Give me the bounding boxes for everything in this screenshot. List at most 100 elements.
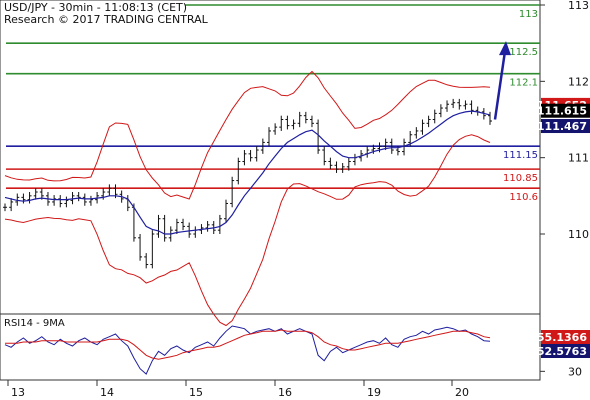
price-bar — [156, 214, 161, 238]
price-bar — [309, 115, 314, 128]
price-bar — [162, 214, 167, 242]
price-bar — [248, 150, 253, 162]
y-tick-label: 112 — [568, 75, 589, 88]
price-bar — [52, 195, 57, 206]
rsi-panel-title: RSI14 - 9MA — [4, 318, 65, 329]
x-tick-label: 15 — [189, 386, 203, 399]
price-bar — [9, 198, 14, 212]
price-bar — [217, 214, 222, 234]
price-bar — [291, 119, 296, 130]
price-tag-last: 111.615 — [537, 103, 590, 118]
rsi-ma-line — [5, 329, 491, 360]
price-bar — [70, 192, 75, 205]
moving-average-line — [4, 110, 491, 235]
price-bar — [316, 119, 321, 154]
price-bar — [297, 111, 302, 128]
projection-layer — [493, 41, 511, 120]
price-bar — [33, 188, 38, 200]
price-bar — [457, 98, 462, 110]
projection-line — [493, 50, 507, 120]
price-bar — [88, 195, 93, 206]
rsi-line — [4, 325, 491, 375]
x-tick-label: 16 — [278, 386, 292, 399]
price-bar — [334, 161, 339, 173]
price-bar — [15, 193, 20, 206]
price-bar — [438, 104, 443, 118]
price-bar — [432, 109, 437, 124]
level-label-113: 113 — [519, 9, 538, 20]
bollinger-lower — [4, 134, 491, 327]
price-bar — [64, 196, 69, 208]
level-label-112.1: 112.1 — [509, 78, 538, 89]
price-bar — [303, 111, 308, 124]
rsi-panel-frame — [0, 313, 541, 381]
price-bar — [279, 115, 284, 131]
price-bar — [340, 163, 345, 173]
x-tick-label: 14 — [100, 386, 114, 399]
level-label-112.5: 112.5 — [509, 47, 538, 58]
svg-text:52.5763: 52.5763 — [537, 345, 587, 358]
price-bar — [273, 123, 278, 135]
price-bar — [242, 150, 247, 166]
price-bar — [254, 146, 259, 162]
x-tick-label: 13 — [11, 386, 25, 399]
price-bar — [328, 157, 333, 170]
svg-text:55.1366: 55.1366 — [537, 331, 587, 344]
svg-text:111.615: 111.615 — [537, 105, 587, 118]
price-bar — [322, 146, 327, 166]
svg-text:111.467: 111.467 — [537, 120, 587, 133]
price-panel-frame — [0, 0, 541, 315]
price-bar — [230, 176, 235, 208]
rsi-tag-rsi: 52.5763 — [537, 344, 590, 358]
price-bar — [285, 115, 290, 130]
price-bar — [414, 127, 419, 139]
price-bar — [420, 119, 425, 135]
chart-copyright: Research © 2017 TRADING CENTRAL — [4, 13, 209, 26]
price-bar — [377, 142, 382, 153]
price-bar — [82, 193, 87, 206]
price-bar — [371, 144, 376, 154]
axes-layer: 110 111 112 113 13 14 15 16 19 20 30 — [7, 0, 589, 399]
price-bar — [445, 100, 450, 112]
price-bar — [187, 222, 192, 238]
rsi-tag-ma: 55.1366 — [537, 330, 590, 344]
price-bars-layer — [3, 98, 492, 269]
rsi-layer — [4, 325, 491, 375]
price-bar — [21, 193, 26, 204]
y-tick-label: 110 — [568, 228, 589, 241]
level-label-110.6: 110.6 — [509, 192, 538, 203]
price-bar — [144, 253, 149, 269]
price-bar — [205, 221, 210, 232]
price-bar — [3, 203, 7, 212]
projection-arrowhead — [499, 41, 511, 56]
price-bar — [469, 100, 474, 115]
chart-title: USD/JPY - 30min - 11:08:13 (CET) — [4, 1, 187, 14]
price-bar — [150, 230, 155, 269]
price-bar — [224, 199, 229, 223]
price-bar — [346, 157, 351, 171]
price-bar — [138, 234, 143, 261]
price-bar — [389, 138, 394, 154]
price-tag-lower: 111.467 — [537, 119, 590, 134]
price-bar — [451, 98, 456, 109]
price-bar — [76, 192, 81, 202]
price-bar — [463, 100, 468, 110]
price-bar — [181, 218, 186, 231]
price-bar — [488, 111, 492, 125]
y-tick-label: 111 — [568, 152, 589, 165]
x-tick-label: 19 — [367, 386, 381, 399]
level-label-110.85: 110.85 — [503, 173, 538, 184]
level-label-111.15: 111.15 — [503, 150, 538, 161]
price-bar — [402, 138, 407, 156]
price-bar — [174, 218, 179, 234]
price-bar — [107, 184, 112, 196]
rsi-y-tick-label: 30 — [568, 365, 582, 378]
moving-average-layer — [4, 110, 491, 235]
price-bar — [266, 127, 271, 147]
bollinger-bands-layer — [4, 70, 491, 327]
price-bar — [27, 192, 32, 204]
bollinger-upper — [4, 70, 491, 200]
x-tick-label: 20 — [455, 386, 469, 399]
